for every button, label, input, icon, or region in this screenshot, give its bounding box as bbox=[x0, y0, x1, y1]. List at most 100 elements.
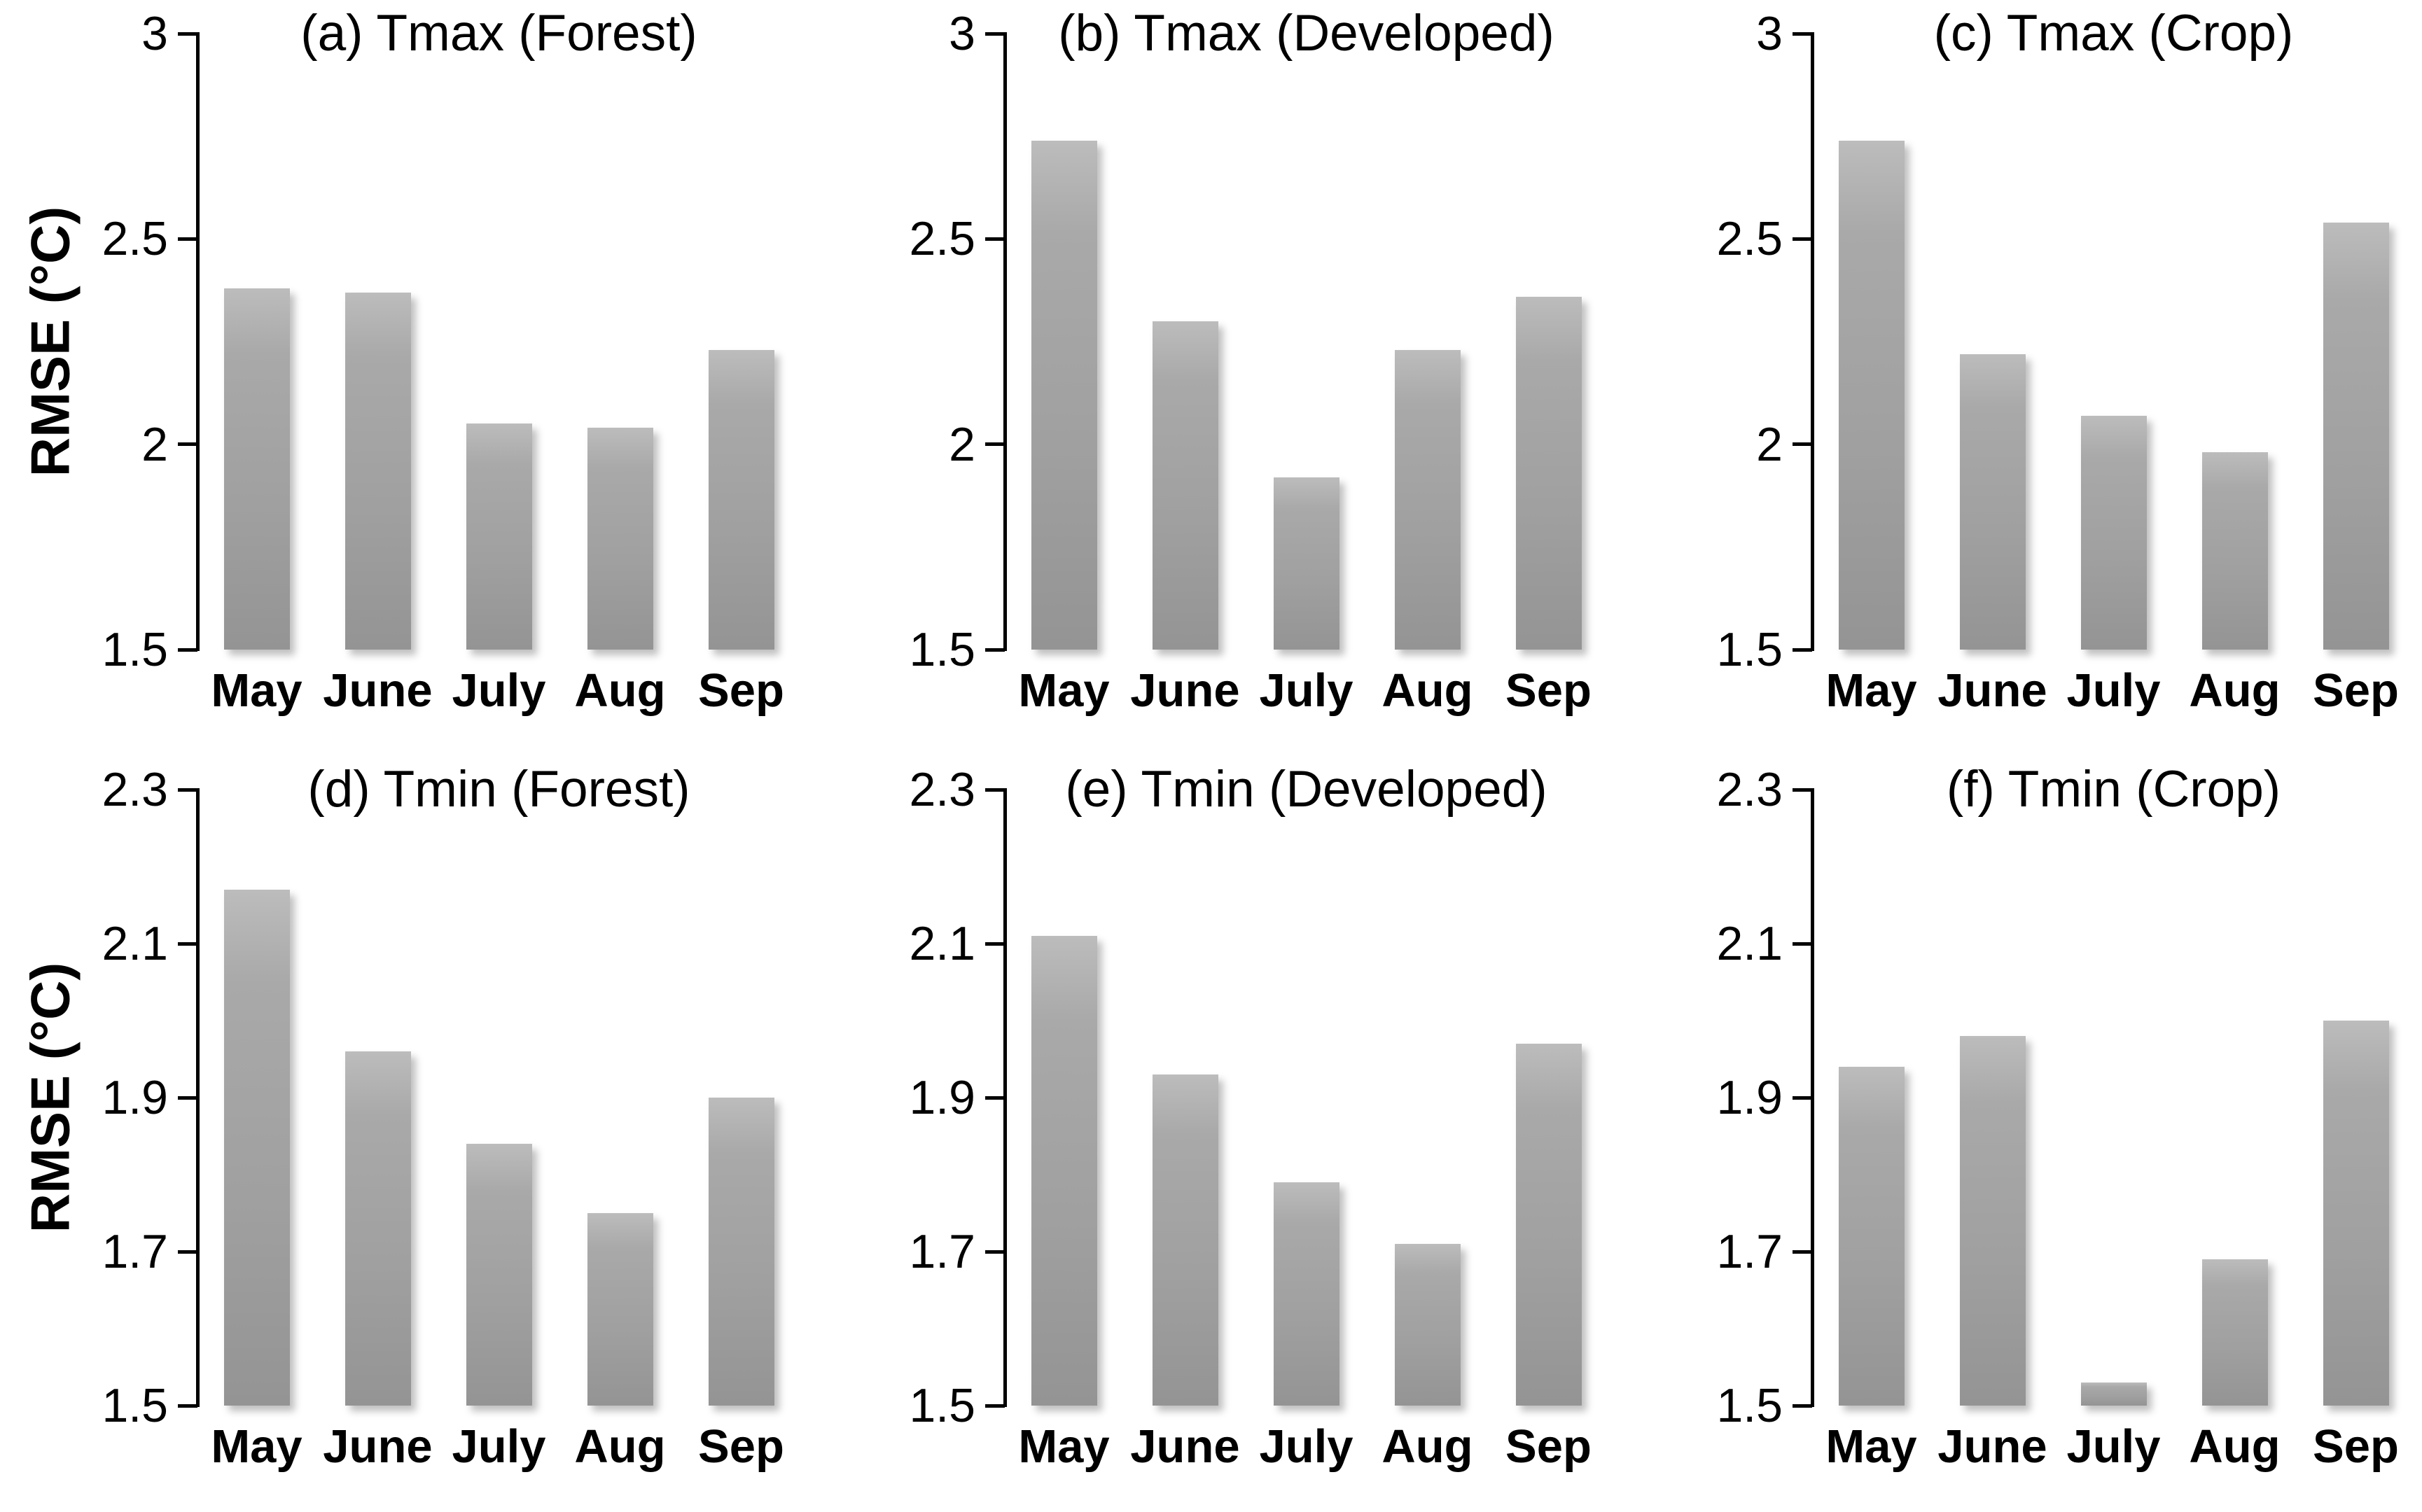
y-tick bbox=[985, 442, 1005, 447]
x-label-june: June bbox=[1130, 1420, 1240, 1473]
bar-aug bbox=[587, 428, 653, 650]
y-tick bbox=[1793, 31, 1812, 36]
bar-sep bbox=[708, 349, 774, 650]
y-axis-line bbox=[196, 32, 200, 651]
bar-june bbox=[344, 292, 411, 650]
plot-area-e bbox=[985, 788, 1609, 1408]
y-tick-label: 1.7 bbox=[102, 1225, 168, 1278]
panel-c: (c) Tmax (Crop) 3 2.5 2 1.5 May June July Aug Sep bbox=[1615, 0, 2422, 756]
x-label-june: June bbox=[1130, 664, 1240, 717]
plot-area-c bbox=[1793, 31, 2416, 652]
panel-title-a: (a) Tmax (Forest) bbox=[300, 5, 697, 62]
bar-may bbox=[1838, 140, 1905, 650]
bar-sep bbox=[1515, 296, 1582, 650]
y-tick-label: 2 bbox=[1756, 417, 1783, 471]
x-label-may: May bbox=[1018, 1420, 1110, 1473]
bar-sep bbox=[1515, 1044, 1582, 1406]
bar-aug bbox=[1394, 349, 1461, 650]
plot-area-b bbox=[985, 31, 1609, 652]
y-tick bbox=[1793, 237, 1812, 241]
y-tick-label: 2.1 bbox=[102, 917, 168, 970]
bar-july bbox=[2080, 415, 2147, 650]
panel-d: RMSE (°C) (d) Tmin (Forest) 2.3 2.1 1.9 1.7 1.… bbox=[0, 756, 807, 1512]
x-label-july: July bbox=[452, 1420, 546, 1473]
bar-aug bbox=[2201, 1259, 2268, 1406]
y-tick bbox=[178, 941, 197, 946]
x-label-may: May bbox=[1018, 664, 1110, 717]
y-axis-line bbox=[1003, 788, 1007, 1407]
x-axis-labels: May June July Aug Sep bbox=[1003, 664, 1609, 718]
x-label-aug: Aug bbox=[2189, 664, 2281, 717]
y-tick bbox=[985, 31, 1005, 36]
y-tick-label: 2.1 bbox=[909, 917, 975, 970]
panel-e: (e) Tmin (Developed) 2.3 2.1 1.9 1.7 1.5 May Ju… bbox=[807, 756, 1615, 1512]
y-tick-label: 2 bbox=[949, 417, 975, 471]
bar-july bbox=[2080, 1382, 2147, 1406]
y-tick-label: 1.5 bbox=[1716, 623, 1783, 676]
y-tick-label: 1.5 bbox=[102, 623, 168, 676]
bar-july bbox=[1273, 1182, 1339, 1406]
y-tick-label: 1.5 bbox=[909, 1379, 975, 1432]
y-tick bbox=[178, 788, 197, 792]
bar-july bbox=[466, 1144, 532, 1406]
y-tick bbox=[1793, 941, 1812, 946]
y-tick bbox=[178, 31, 197, 36]
y-tick-label: 3 bbox=[1756, 7, 1783, 60]
x-label-july: July bbox=[2066, 664, 2161, 717]
bar-june bbox=[1152, 321, 1218, 650]
x-label-aug: Aug bbox=[574, 664, 666, 717]
y-tick-label: 3 bbox=[141, 7, 168, 60]
bar-june bbox=[1959, 354, 2026, 650]
bar-july bbox=[466, 424, 532, 650]
x-axis-labels: May June July Aug Sep bbox=[1003, 1420, 1609, 1474]
x-label-sep: Sep bbox=[1505, 1420, 1592, 1473]
plot-area-f bbox=[1793, 788, 2416, 1408]
bar-sep bbox=[2323, 222, 2389, 650]
y-axis-line bbox=[1811, 32, 1814, 651]
bar-may bbox=[1031, 140, 1097, 650]
y-tick bbox=[178, 1250, 197, 1254]
plot-area-a bbox=[178, 31, 802, 652]
y-tick-label: 1.9 bbox=[102, 1071, 168, 1124]
y-tick bbox=[985, 788, 1005, 792]
x-label-may: May bbox=[211, 1420, 302, 1473]
bar-july bbox=[1273, 477, 1339, 650]
y-axis-line bbox=[1811, 788, 1814, 1407]
x-label-july: July bbox=[2066, 1420, 2161, 1473]
y-tick bbox=[985, 648, 1005, 652]
bar-june bbox=[344, 1051, 411, 1406]
x-label-july: July bbox=[1259, 1420, 1353, 1473]
x-axis-labels: May June July Aug Sep bbox=[1811, 1420, 2416, 1474]
panel-title-b: (b) Tmax (Developed) bbox=[1058, 5, 1554, 62]
y-tick-label: 2.5 bbox=[102, 212, 168, 266]
y-tick-label: 1.5 bbox=[909, 623, 975, 676]
y-tick bbox=[178, 1096, 197, 1100]
x-axis-labels: May June July Aug Sep bbox=[196, 1420, 802, 1474]
y-tick bbox=[1793, 442, 1812, 447]
x-axis-labels: May June July Aug Sep bbox=[196, 664, 802, 718]
bar-aug bbox=[587, 1213, 653, 1406]
panel-b: (b) Tmax (Developed) 3 2.5 2 1.5 May June July A… bbox=[807, 0, 1615, 756]
x-label-june: June bbox=[1937, 1420, 2047, 1473]
bar-june bbox=[1152, 1074, 1218, 1406]
x-label-sep: Sep bbox=[698, 1420, 784, 1473]
y-tick-label: 1.9 bbox=[909, 1071, 975, 1124]
y-tick-label: 1.5 bbox=[1716, 1379, 1783, 1432]
x-label-aug: Aug bbox=[574, 1420, 666, 1473]
panel-title-e: (e) Tmin (Developed) bbox=[1065, 761, 1547, 818]
y-tick bbox=[985, 1096, 1005, 1100]
x-label-june: June bbox=[323, 664, 433, 717]
y-tick-label: 2.3 bbox=[102, 763, 168, 816]
y-tick bbox=[1793, 1404, 1812, 1408]
y-tick-label: 1.7 bbox=[1716, 1225, 1783, 1278]
y-tick-label: 3 bbox=[949, 7, 975, 60]
bar-aug bbox=[1394, 1244, 1461, 1406]
y-tick bbox=[1793, 648, 1812, 652]
bar-may bbox=[223, 890, 290, 1406]
x-label-aug: Aug bbox=[1381, 1420, 1473, 1473]
x-label-sep: Sep bbox=[698, 664, 784, 717]
y-tick bbox=[178, 648, 197, 652]
y-tick-label: 1.9 bbox=[1716, 1071, 1783, 1124]
y-tick bbox=[985, 1250, 1005, 1254]
